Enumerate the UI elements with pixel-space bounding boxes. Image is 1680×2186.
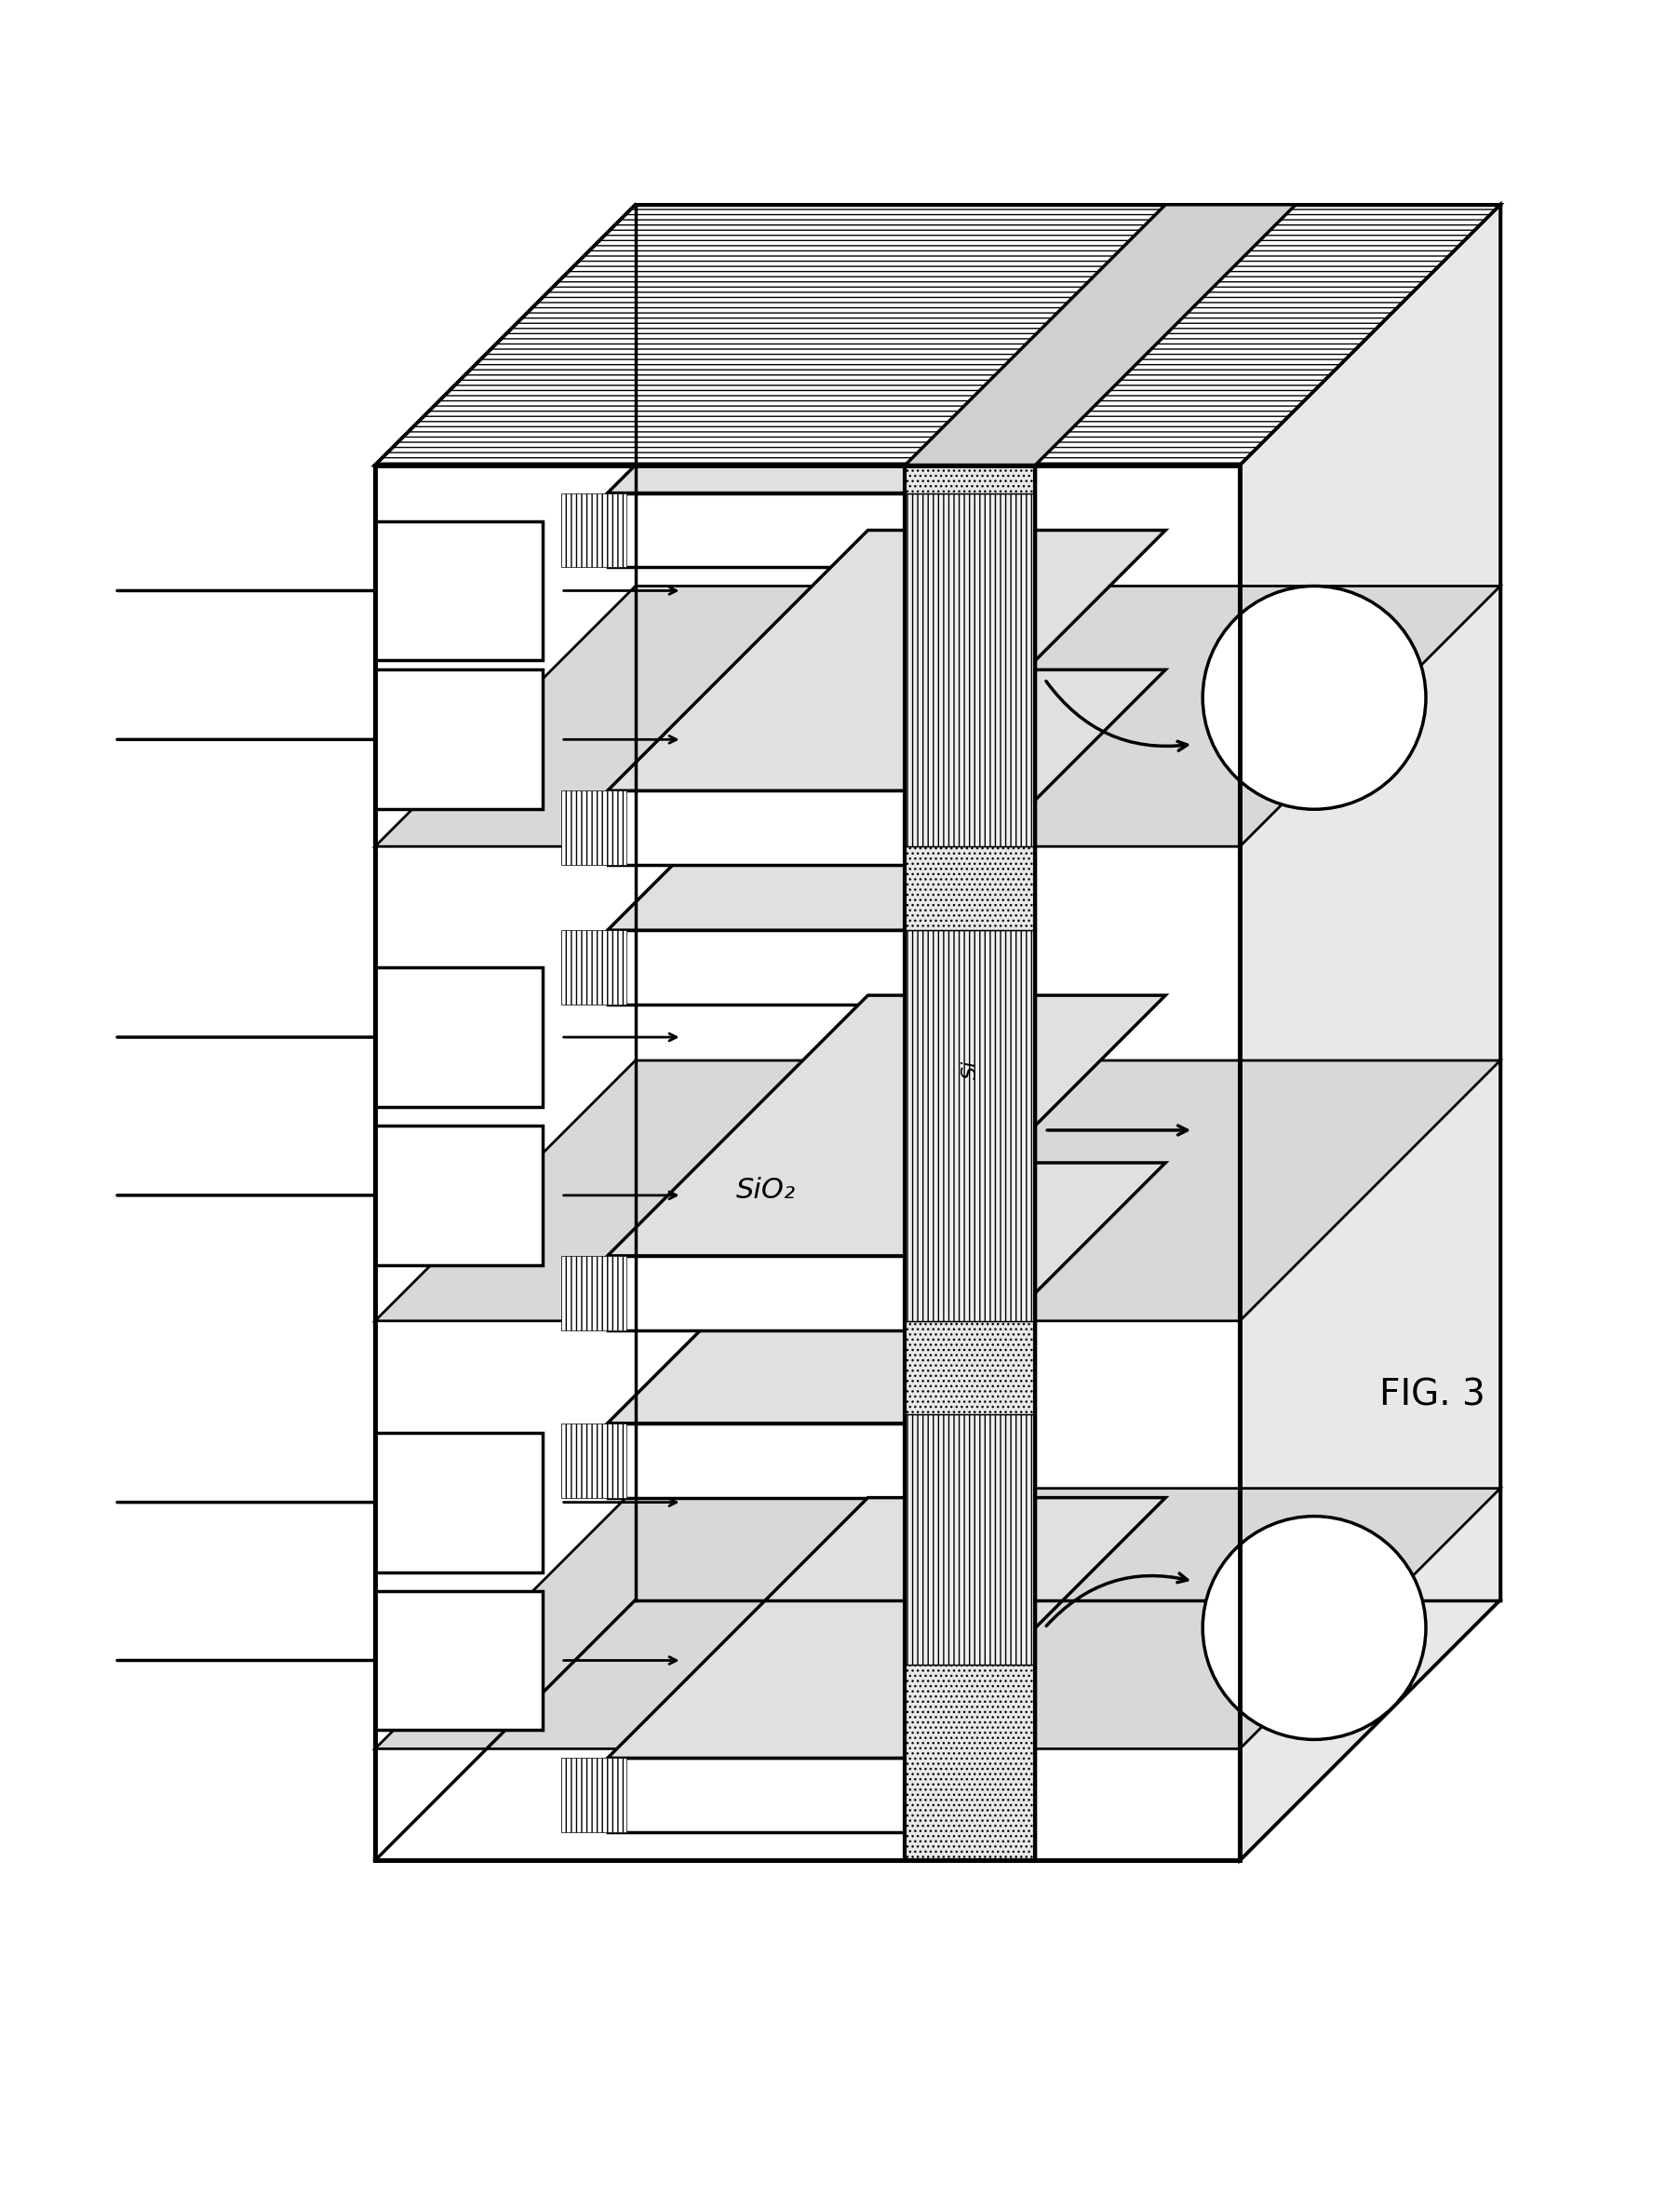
Polygon shape <box>375 205 1500 466</box>
Polygon shape <box>375 586 1500 846</box>
Text: FIG. 3: FIG. 3 <box>1379 1377 1485 1412</box>
Polygon shape <box>375 205 1500 466</box>
Polygon shape <box>608 791 906 866</box>
Polygon shape <box>608 931 906 1006</box>
Polygon shape <box>906 205 1295 466</box>
Polygon shape <box>375 968 543 1106</box>
Text: SiO₂: SiO₂ <box>736 1178 795 1204</box>
Polygon shape <box>608 1255 906 1331</box>
Polygon shape <box>375 520 543 660</box>
Polygon shape <box>561 1255 627 1331</box>
Polygon shape <box>608 995 1166 1255</box>
Text: Si: Si <box>961 1060 979 1080</box>
Polygon shape <box>561 1423 627 1497</box>
Polygon shape <box>608 1758 906 1832</box>
Polygon shape <box>375 466 1240 1860</box>
Polygon shape <box>375 1126 543 1266</box>
Polygon shape <box>906 466 1035 494</box>
Polygon shape <box>906 1320 1035 1414</box>
Polygon shape <box>561 1758 627 1832</box>
Polygon shape <box>375 1591 543 1729</box>
Polygon shape <box>375 1432 543 1572</box>
Polygon shape <box>375 1489 1500 1749</box>
Polygon shape <box>906 466 1035 1860</box>
Polygon shape <box>906 1414 1035 1666</box>
Polygon shape <box>375 669 543 809</box>
Circle shape <box>1203 586 1426 809</box>
Polygon shape <box>561 791 627 866</box>
Circle shape <box>1203 1517 1426 1740</box>
Polygon shape <box>608 669 1166 931</box>
Polygon shape <box>608 531 1166 791</box>
Polygon shape <box>608 494 906 568</box>
Polygon shape <box>906 1666 1035 1860</box>
Polygon shape <box>375 205 1500 466</box>
Polygon shape <box>906 931 1035 1320</box>
Polygon shape <box>906 846 1035 931</box>
Polygon shape <box>561 931 627 1006</box>
Polygon shape <box>608 1163 1166 1423</box>
Polygon shape <box>1240 205 1500 1860</box>
Polygon shape <box>608 1497 1166 1758</box>
Polygon shape <box>375 1060 1500 1320</box>
Polygon shape <box>906 494 1035 846</box>
Polygon shape <box>608 232 1166 494</box>
Polygon shape <box>561 494 627 568</box>
Polygon shape <box>608 1423 906 1497</box>
